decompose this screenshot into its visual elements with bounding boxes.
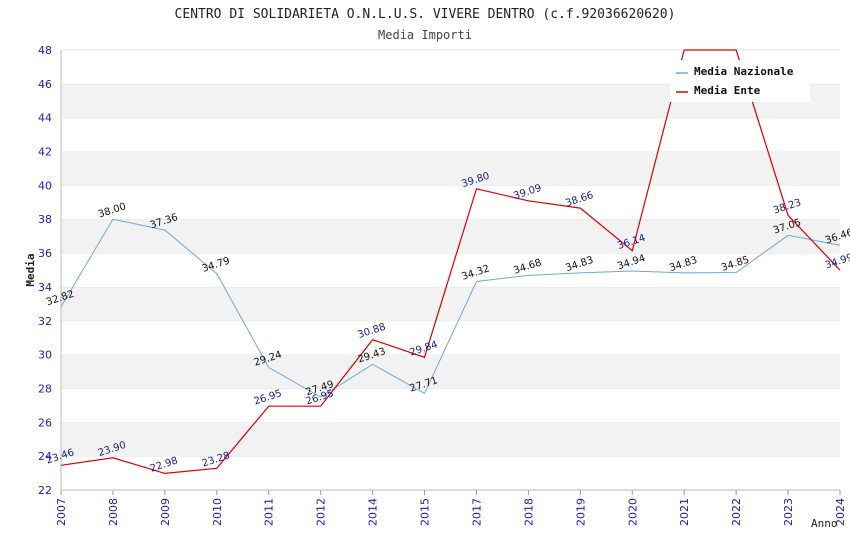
x-tick-label: 2010	[211, 498, 224, 526]
x-tick-label: 2023	[782, 498, 795, 526]
x-axis-ticks: 2007 2008 2009 2010 2011 2012 2014 2015 2017 2018…	[55, 490, 847, 526]
series-lines	[60, 49, 841, 475]
y-tick-label: 28	[38, 382, 52, 395]
x-tick-label: 2012	[315, 498, 328, 526]
x-tick-label: 2011	[263, 498, 276, 526]
y-axis-ticks: 22 24 26 28 30 32 34 36 38 40 42 44 46 48	[38, 44, 52, 497]
chart-title: CENTRO DI SOLIDARIETA O.N.L.U.S. VIVERE …	[175, 7, 676, 22]
x-axis-title: Anno	[811, 517, 838, 530]
y-tick-label: 42	[38, 146, 52, 159]
x-tick-label: 2021	[678, 498, 691, 526]
y-tick-label: 30	[38, 349, 52, 362]
y-tick-label: 22	[38, 484, 52, 497]
x-tick-label: 2008	[107, 498, 120, 526]
y-tick-label: 26	[38, 416, 52, 429]
x-tick-label: 2015	[419, 498, 432, 526]
y-tick-label: 44	[38, 112, 52, 125]
grid-band	[61, 117, 840, 152]
legend: Media Nazionale Media Ente	[670, 60, 810, 102]
y-tick-label: 40	[38, 179, 52, 192]
grid-band	[61, 388, 840, 423]
x-tick-label: 2019	[574, 498, 587, 526]
legend-box	[670, 60, 810, 102]
x-tick-label: 2007	[55, 498, 68, 526]
grid-band	[61, 422, 840, 457]
grid-band	[61, 456, 840, 490]
grid-band	[61, 219, 840, 254]
grid-band	[61, 253, 840, 287]
x-tick-label: 2020	[626, 498, 639, 526]
x-tick-label: 2022	[730, 498, 743, 526]
series-line-media-ente	[60, 49, 841, 475]
x-tick-label: 2009	[159, 498, 172, 526]
y-axis-title: Media	[24, 253, 37, 286]
y-tick-label: 24	[38, 450, 52, 463]
grid-band	[61, 286, 840, 321]
y-tick-label: 48	[38, 44, 52, 57]
x-tick-label: 2017	[470, 498, 483, 526]
series-line-media-nazionale	[60, 218, 841, 398]
chart-subtitle: Media Importi	[378, 28, 472, 42]
y-tick-label: 36	[38, 247, 52, 260]
y-tick-label: 38	[38, 213, 52, 226]
grid-band	[61, 185, 840, 220]
grid-band	[61, 354, 840, 389]
y-tick-label: 46	[38, 78, 52, 91]
y-tick-label: 34	[38, 281, 52, 294]
y-tick-label: 32	[38, 315, 52, 328]
grid-band	[61, 151, 840, 186]
legend-label-media-nazionale: Media Nazionale	[694, 65, 794, 78]
x-tick-label: 2014	[367, 498, 380, 526]
x-tick-label: 2018	[522, 498, 535, 526]
legend-label-media-ente: Media Ente	[694, 84, 761, 97]
x-tick-label: 2024	[834, 498, 847, 526]
